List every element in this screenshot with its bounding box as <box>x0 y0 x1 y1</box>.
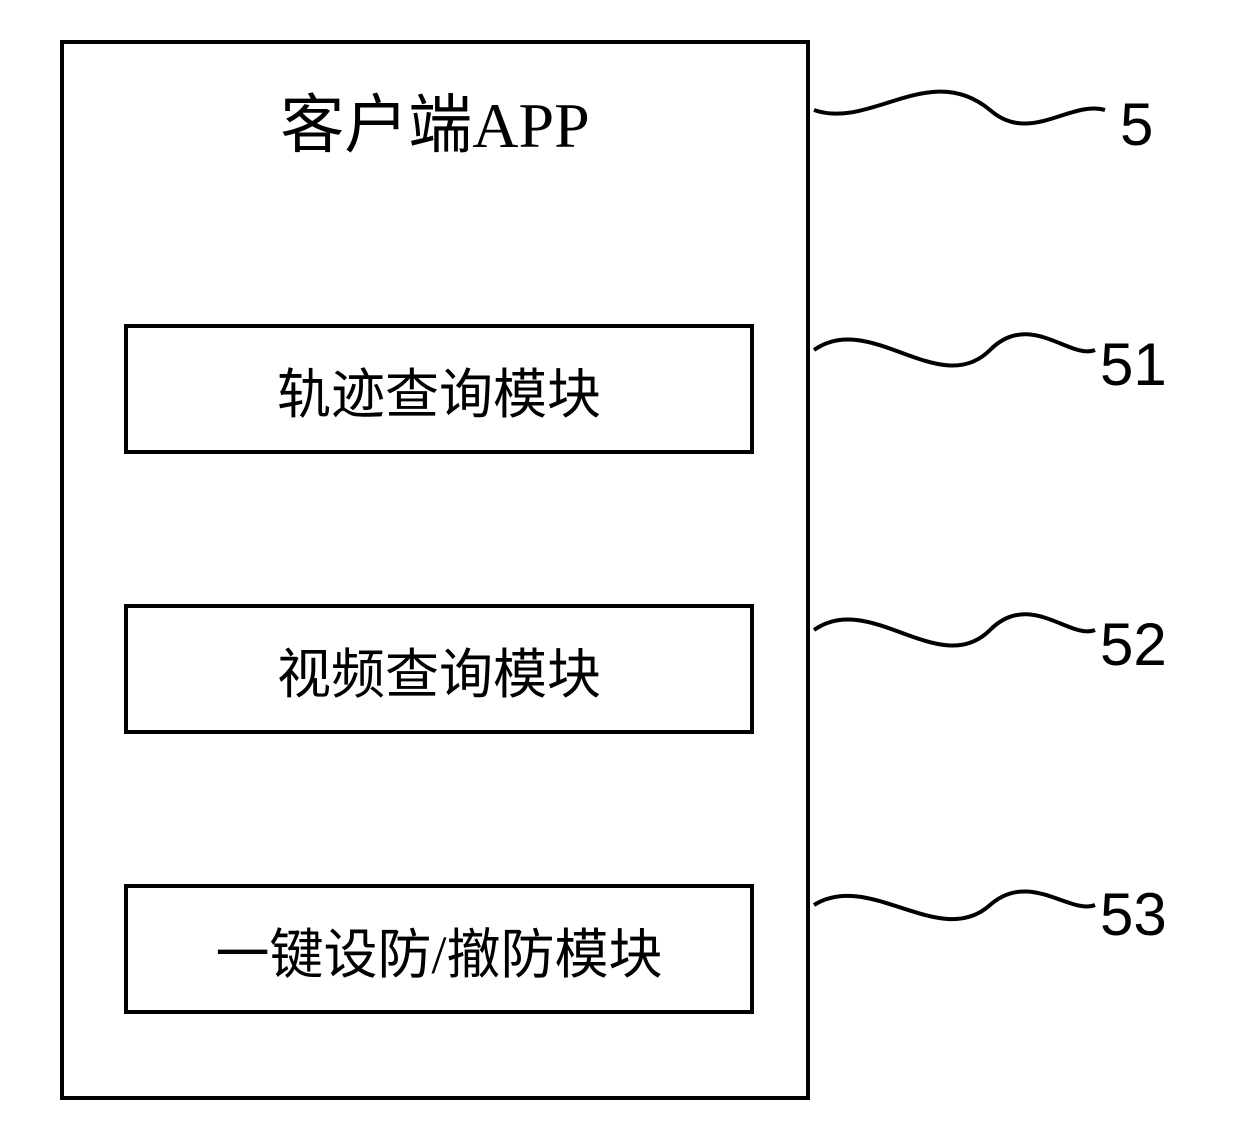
module-label: 轨迹查询模块 <box>277 350 601 429</box>
connector-line <box>814 614 1095 645</box>
module-label: 一键设防/撤防模块 <box>215 910 662 989</box>
module-box-arm-disarm: 一键设防/撤防模块 <box>124 884 754 1014</box>
container-title: 客户端APP <box>64 74 806 166</box>
ref-number-51: 51 <box>1100 330 1167 399</box>
ref-number-52: 52 <box>1100 610 1167 679</box>
module-box-track-query: 轨迹查询模块 <box>124 324 754 454</box>
module-box-video-query: 视频查询模块 <box>124 604 754 734</box>
ref-number-5: 5 <box>1120 90 1153 159</box>
connector-line <box>814 92 1105 124</box>
app-container: 客户端APP 轨迹查询模块 视频查询模块 一键设防/撤防模块 <box>60 40 810 1100</box>
ref-number-53: 53 <box>1100 880 1167 949</box>
module-label: 视频查询模块 <box>277 630 601 709</box>
connector-line <box>814 334 1095 365</box>
connector-line <box>814 891 1095 919</box>
